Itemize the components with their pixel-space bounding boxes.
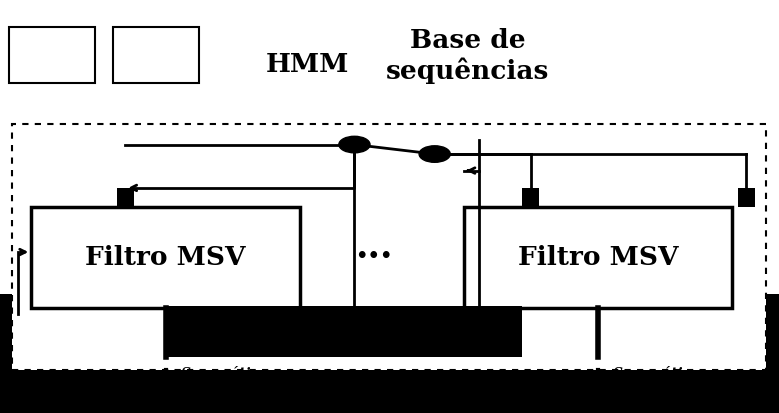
Text: HMM: HMM <box>266 52 350 76</box>
Text: Score ótimo: Score ótimo <box>613 367 707 381</box>
Text: Filtro MSV: Filtro MSV <box>85 244 246 270</box>
Text: ···: ··· <box>355 240 393 274</box>
Bar <box>117 188 134 206</box>
Bar <box>464 206 732 308</box>
Text: Base de
sequências: Base de sequências <box>386 28 549 84</box>
Bar <box>9 27 95 83</box>
Bar <box>31 206 300 308</box>
Circle shape <box>339 136 370 153</box>
Circle shape <box>419 146 450 162</box>
Bar <box>12 124 766 370</box>
Bar <box>0 378 779 413</box>
Bar <box>113 27 199 83</box>
Text: Filtro MSV: Filtro MSV <box>517 244 679 270</box>
Bar <box>0 294 779 314</box>
Text: Score ótimo: Score ótimo <box>181 367 275 381</box>
Bar <box>167 306 522 357</box>
Bar <box>0 0 779 295</box>
Bar <box>738 188 755 206</box>
Bar <box>522 188 539 206</box>
